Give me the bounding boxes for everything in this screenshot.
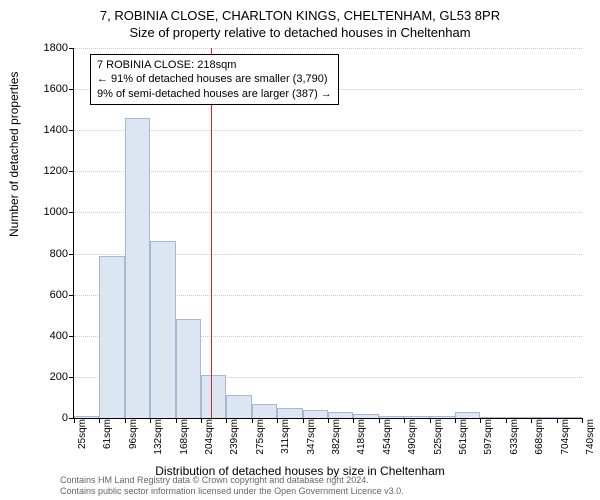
xtick-mark [506, 418, 507, 423]
grid-line [74, 171, 582, 172]
ytick-label: 1000 [28, 206, 68, 218]
annotation-box: 7 ROBINIA CLOSE: 218sqm← 91% of detached… [90, 54, 339, 105]
xtick-label: 96sqm [128, 419, 139, 464]
xtick-label: 204sqm [204, 419, 215, 464]
title-sub: Size of property relative to detached ho… [0, 23, 600, 40]
histogram-bar [226, 395, 251, 418]
ytick-mark [69, 336, 74, 337]
xtick-label: 382sqm [331, 419, 342, 464]
xtick-mark [303, 418, 304, 423]
xtick-label: 347sqm [306, 419, 317, 464]
xtick-label: 454sqm [382, 419, 393, 464]
histogram-bar [455, 412, 480, 418]
ytick-mark [69, 212, 74, 213]
histogram-bar [277, 408, 302, 418]
footer-line2: Contains public sector information licen… [60, 486, 404, 497]
ytick-label: 0 [28, 412, 68, 424]
histogram-bar [176, 319, 201, 418]
histogram-bar [328, 412, 353, 418]
grid-line [74, 48, 582, 49]
xtick-mark [99, 418, 100, 423]
ytick-label: 400 [28, 330, 68, 342]
xtick-mark [328, 418, 329, 423]
xtick-mark [455, 418, 456, 423]
annotation-line: 7 ROBINIA CLOSE: 218sqm [97, 58, 332, 72]
xtick-mark [176, 418, 177, 423]
histogram-bar [201, 375, 226, 418]
ytick-label: 800 [28, 248, 68, 260]
xtick-label: 168sqm [179, 419, 190, 464]
footer-line1: Contains HM Land Registry data © Crown c… [60, 475, 404, 486]
xtick-mark [74, 418, 75, 423]
xtick-mark [201, 418, 202, 423]
histogram-bar [557, 417, 582, 418]
histogram-bar [252, 404, 277, 418]
ytick-mark [69, 254, 74, 255]
annotation-line: 9% of semi-detached houses are larger (3… [97, 87, 332, 101]
xtick-label: 633sqm [509, 419, 520, 464]
grid-line [74, 212, 582, 213]
ytick-label: 200 [28, 371, 68, 383]
xtick-mark [150, 418, 151, 423]
histogram-bar [150, 241, 175, 418]
xtick-label: 525sqm [433, 419, 444, 464]
xtick-label: 490sqm [407, 419, 418, 464]
xtick-label: 132sqm [153, 419, 164, 464]
xtick-mark [557, 418, 558, 423]
xtick-label: 61sqm [102, 419, 113, 464]
xtick-label: 239sqm [229, 419, 240, 464]
xtick-mark [531, 418, 532, 423]
histogram-bar [303, 410, 328, 418]
xtick-label: 704sqm [560, 419, 571, 464]
ytick-mark [69, 89, 74, 90]
xtick-label: 25sqm [77, 419, 88, 464]
xtick-mark [430, 418, 431, 423]
histogram-bar [353, 414, 378, 418]
ytick-label: 1200 [28, 165, 68, 177]
ytick-label: 1600 [28, 83, 68, 95]
annotation-line: ← 91% of detached houses are smaller (3,… [97, 72, 332, 86]
histogram-bar [125, 118, 150, 418]
grid-line [74, 130, 582, 131]
xtick-mark [226, 418, 227, 423]
xtick-label: 311sqm [280, 419, 291, 464]
histogram-bar [506, 417, 531, 418]
histogram-bar [74, 416, 99, 418]
xtick-mark [379, 418, 380, 423]
xtick-label: 561sqm [458, 419, 469, 464]
histogram-bar [99, 256, 124, 418]
xtick-label: 275sqm [255, 419, 266, 464]
xtick-mark [353, 418, 354, 423]
xtick-label: 740sqm [585, 419, 596, 464]
xtick-label: 668sqm [534, 419, 545, 464]
histogram-bar [531, 417, 556, 418]
histogram-bar [430, 416, 455, 418]
ytick-label: 1800 [28, 42, 68, 54]
ytick-mark [69, 295, 74, 296]
xtick-mark [582, 418, 583, 423]
histogram-bar [404, 416, 429, 418]
y-axis-label: Number of detached properties [7, 72, 21, 237]
xtick-mark [252, 418, 253, 423]
ytick-mark [69, 171, 74, 172]
xtick-mark [404, 418, 405, 423]
xtick-label: 418sqm [356, 419, 367, 464]
xtick-mark [125, 418, 126, 423]
footer-attribution: Contains HM Land Registry data © Crown c… [60, 475, 404, 497]
ytick-mark [69, 48, 74, 49]
ytick-label: 600 [28, 289, 68, 301]
xtick-label: 597sqm [483, 419, 494, 464]
ytick-mark [69, 130, 74, 131]
xtick-mark [277, 418, 278, 423]
xtick-mark [480, 418, 481, 423]
histogram-bar [480, 417, 505, 418]
ytick-label: 1400 [28, 124, 68, 136]
title-main: 7, ROBINIA CLOSE, CHARLTON KINGS, CHELTE… [0, 0, 600, 23]
ytick-mark [69, 377, 74, 378]
histogram-bar [379, 416, 404, 418]
